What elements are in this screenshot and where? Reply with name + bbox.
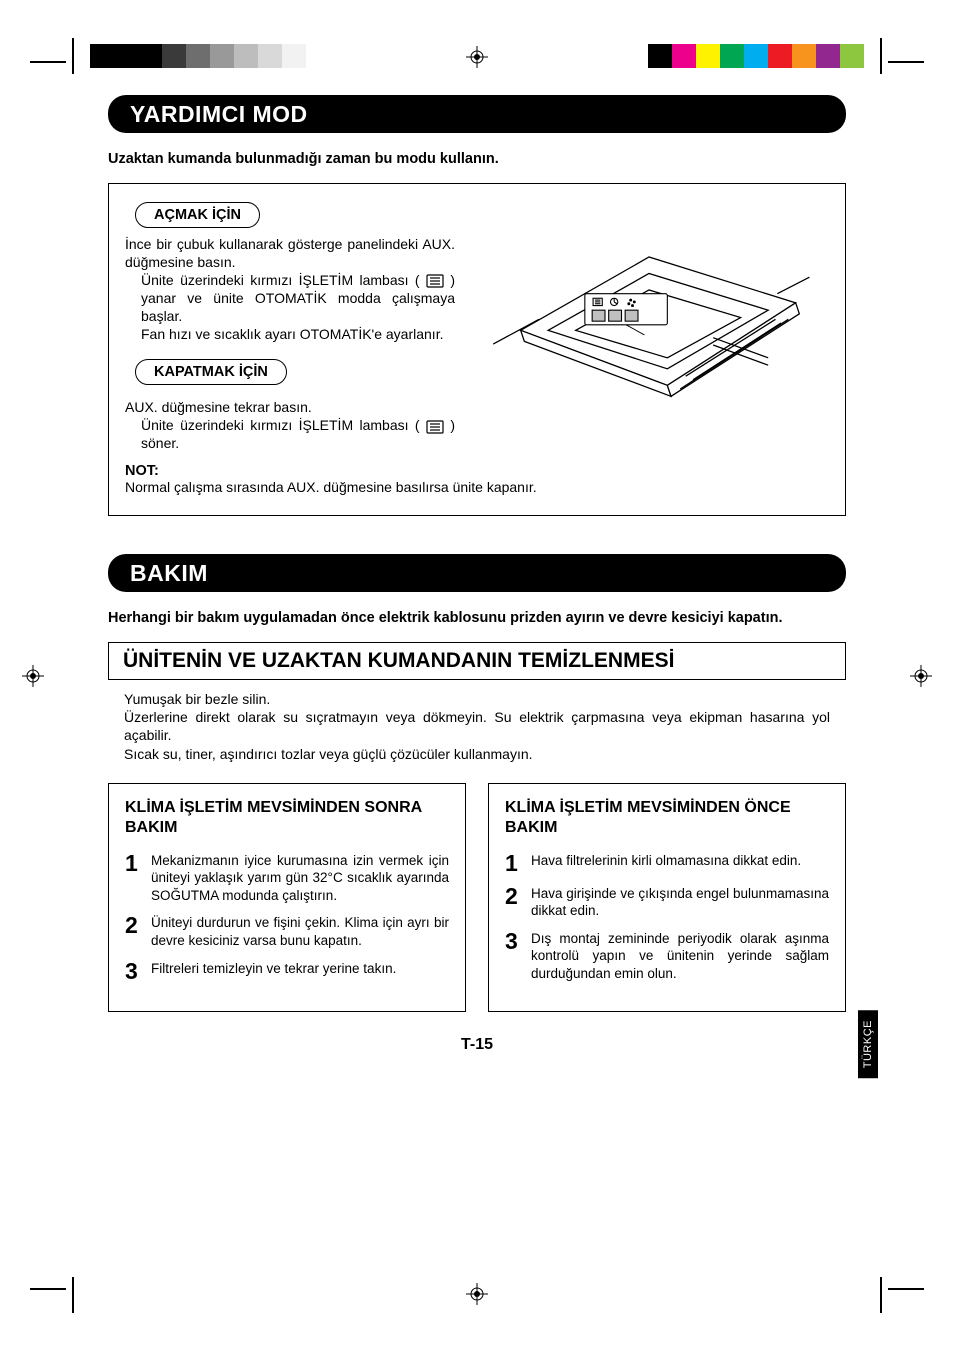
section-header-maintenance: BAKIM [108, 554, 846, 592]
color-bar-grayscale [90, 44, 306, 68]
aux-on-text2a: Ünite üzerindeki kırmızı İŞLETİM lambası… [141, 272, 426, 288]
swatch [114, 44, 138, 68]
maintenance-intro: Herhangi bir bakım uygulamadan önce elek… [108, 610, 846, 626]
section-header-aux: YARDIMCI MOD [108, 95, 846, 133]
cleaning-line1: Yumuşak bir bezle silin. [124, 690, 830, 708]
aux-on-text1: İnce bir çubuk kullanarak gösterge panel… [125, 236, 455, 272]
swatch [792, 44, 816, 68]
pill-off: KAPATMAK İÇİN [135, 359, 287, 385]
swatch [648, 44, 672, 68]
step-text: Hava filtrelerinin kirli olmamasına dikk… [531, 852, 829, 875]
cleaning-line3: Sıcak su, tiner, aşındırıcı tozlar veya … [124, 745, 830, 763]
step-text: Hava girişinde ve çıkışında engel bulunm… [531, 885, 829, 920]
registration-mark-icon [22, 665, 44, 687]
note-body: Normal çalışma sırasında AUX. düğmesine … [125, 479, 829, 497]
swatch [840, 44, 864, 68]
aux-intro: Uzaktan kumanda bulunmadığı zaman bu mod… [108, 151, 846, 167]
list-item: 2 Hava girişinde ve çıkışında engel bulu… [505, 885, 829, 920]
page-number: T-15 [108, 1036, 846, 1054]
before-season-box: KLİMA İŞLETİM MEVSİMİNDEN ÖNCE BAKIM 1 H… [488, 783, 846, 1012]
swatch [744, 44, 768, 68]
swatch [696, 44, 720, 68]
swatch [816, 44, 840, 68]
before-season-title: KLİMA İŞLETİM MEVSİMİNDEN ÖNCE BAKIM [505, 798, 829, 838]
swatch [768, 44, 792, 68]
registration-mark-icon [910, 665, 932, 687]
after-season-box: KLİMA İŞLETİM MEVSİMİNDEN SONRA BAKIM 1 … [108, 783, 466, 1012]
step-text: Filtreleri temizleyin ve tekrar yerine t… [151, 960, 449, 983]
step-text: Mekanizmanın iyice kurumasına izin verme… [151, 852, 449, 905]
step-number: 2 [125, 914, 143, 949]
aux-on-text3: Fan hızı ve sıcaklık ayarı OTOMATİK'e ay… [141, 326, 455, 344]
swatch [138, 44, 162, 68]
lamp-icon [426, 274, 444, 288]
registration-mark-icon [466, 46, 488, 68]
step-text: Dış montaj zemininde periyodik olarak aş… [531, 930, 829, 983]
swatch [234, 44, 258, 68]
color-bar-colors [648, 44, 864, 68]
swatch [162, 44, 186, 68]
swatch [210, 44, 234, 68]
swatch [90, 44, 114, 68]
aux-off-text1: AUX. düğmesine tekrar basın. [125, 399, 455, 417]
ac-unit-diagram [469, 202, 829, 453]
swatch [258, 44, 282, 68]
step-number: 3 [505, 930, 523, 983]
step-number: 1 [505, 852, 523, 875]
swatch [720, 44, 744, 68]
cleaning-line2: Üzerlerine direkt olarak su sıçratmayın … [124, 708, 830, 744]
swatch [672, 44, 696, 68]
cleaning-body: Yumuşak bir bezle silin. Üzerlerine dire… [108, 680, 846, 767]
list-item: 1 Hava filtrelerinin kirli olmamasına di… [505, 852, 829, 875]
cleaning-header: ÜNİTENİN VE UZAKTAN KUMANDANIN TEMİZLENM… [108, 642, 846, 680]
aux-box: AÇMAK İÇİN İnce bir çubuk kullanarak gös… [108, 183, 846, 516]
pill-on: AÇMAK İÇİN [135, 202, 260, 228]
step-number: 3 [125, 960, 143, 983]
list-item: 2 Üniteyi durdurun ve fişini çekin. Klim… [125, 914, 449, 949]
note-label: NOT: [125, 463, 829, 479]
step-number: 2 [505, 885, 523, 920]
language-tab: TÜRKÇE [858, 1010, 878, 1078]
lamp-icon [426, 420, 444, 434]
registration-mark-icon [466, 1283, 488, 1305]
step-text: Üniteyi durdurun ve fişini çekin. Klima … [151, 914, 449, 949]
aux-off-text2: Ünite üzerindeki kırmızı İŞLETİM lambası… [141, 417, 455, 453]
page-content: YARDIMCI MOD Uzaktan kumanda bulunmadığı… [108, 95, 846, 1054]
after-season-title: KLİMA İŞLETİM MEVSİMİNDEN SONRA BAKIM [125, 798, 449, 838]
aux-on-text2: Ünite üzerindeki kırmızı İŞLETİM lambası… [141, 272, 455, 326]
swatch [186, 44, 210, 68]
list-item: 3 Dış montaj zemininde periyodik olarak … [505, 930, 829, 983]
list-item: 1 Mekanizmanın iyice kurumasına izin ver… [125, 852, 449, 905]
swatch [282, 44, 306, 68]
aux-off-text2a: Ünite üzerindeki kırmızı İŞLETİM lambası… [141, 417, 426, 433]
step-number: 1 [125, 852, 143, 905]
list-item: 3 Filtreleri temizleyin ve tekrar yerine… [125, 960, 449, 983]
